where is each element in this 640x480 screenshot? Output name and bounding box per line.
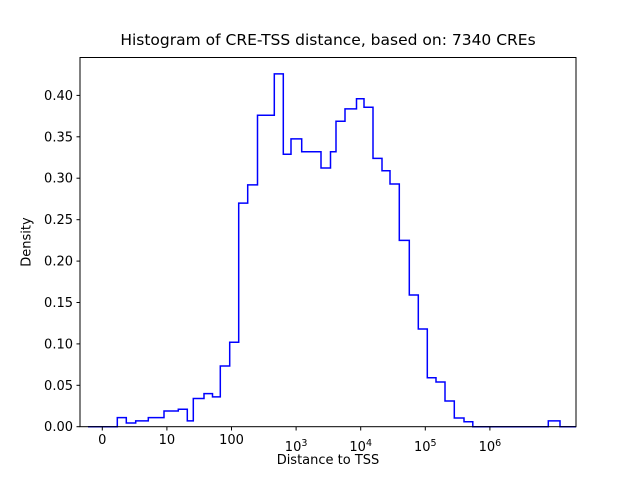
x-tick-label: 0	[98, 433, 106, 448]
x-tick-label: 105	[414, 438, 437, 455]
chart-title: Histogram of CRE-TSS distance, based on:…	[120, 31, 536, 49]
y-tick-label: 0.40	[44, 89, 73, 104]
y-tick-label: 0.30	[44, 172, 73, 187]
y-tick-label: 0.15	[44, 296, 73, 311]
x-tick-label: 100	[219, 433, 244, 448]
x-tick-label: 10	[159, 433, 176, 448]
y-tick-label: 0.00	[44, 420, 73, 435]
y-tick-label: 0.35	[44, 130, 73, 145]
x-axis-label: Distance to TSS	[276, 453, 380, 468]
y-tick-label: 0.05	[44, 379, 73, 394]
histogram-step-line	[88, 73, 576, 428]
y-axis-label: Density	[19, 217, 35, 267]
x-tick-label: 104	[349, 438, 372, 455]
y-tick-label: 0.10	[44, 337, 73, 352]
y-tick-label: 0.25	[44, 213, 73, 228]
y-tick-label: 0.20	[44, 255, 73, 270]
x-tick-label: 103	[285, 438, 308, 455]
axes-spines	[79, 57, 577, 428]
x-tick-label: 106	[479, 438, 502, 455]
